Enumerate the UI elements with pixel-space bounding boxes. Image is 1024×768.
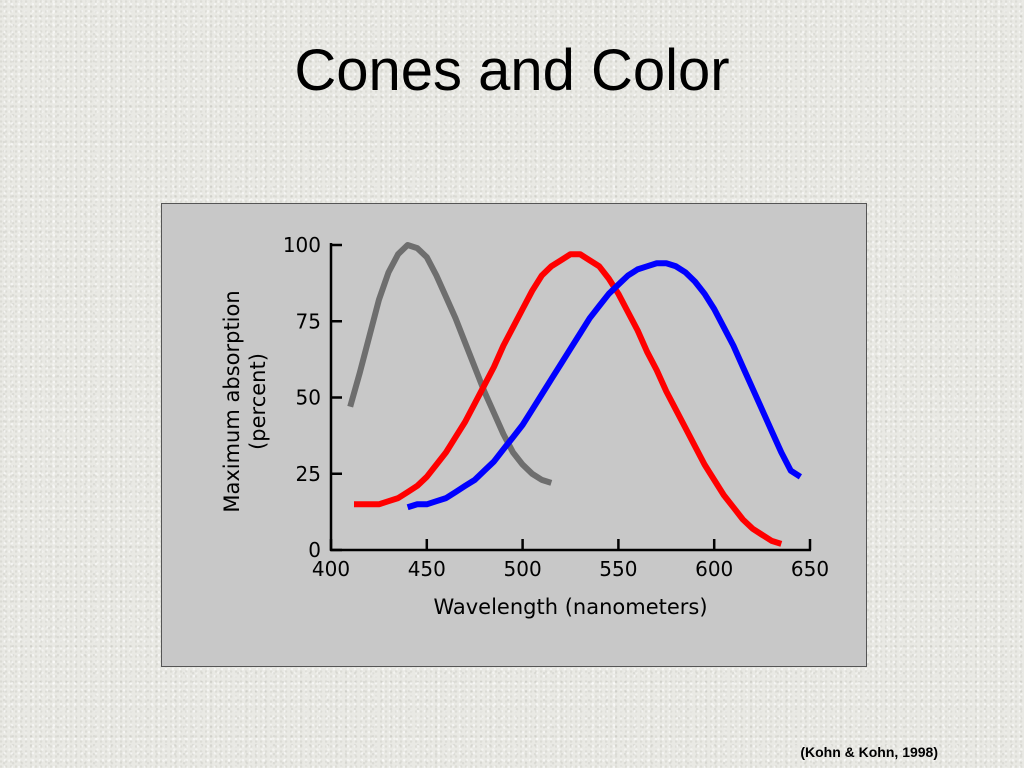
series-line-3 bbox=[406, 260, 803, 511]
absorption-chart: 0 25 50 75 100 400 450 500 550 600 650 Wavelength … bbox=[220, 233, 829, 619]
x-tick-label-600: 600 bbox=[695, 557, 733, 581]
x-tick-label-550: 550 bbox=[599, 557, 637, 581]
x-tick-label-450: 450 bbox=[408, 557, 446, 581]
y-tick-label-75: 75 bbox=[296, 309, 321, 333]
series-line-2 bbox=[354, 251, 783, 547]
y-axis-title-line-1: Maximum absorption bbox=[220, 290, 244, 512]
y-axis-title-line-2: (percent) bbox=[246, 353, 270, 450]
slide-title: Cones and Color bbox=[294, 38, 730, 103]
y-tick-label-25: 25 bbox=[296, 462, 321, 486]
y-tick-label-100: 100 bbox=[283, 233, 321, 257]
axes-layer bbox=[329, 243, 811, 552]
series-line-1 bbox=[347, 242, 553, 486]
x-tick-label-650: 650 bbox=[791, 557, 829, 581]
x-axis-title: Wavelength (nanometers) bbox=[433, 595, 707, 619]
x-tick-label-500: 500 bbox=[504, 557, 542, 581]
ticks-layer: 0 25 50 75 100 400 450 500 550 600 650 bbox=[283, 233, 829, 581]
chart-panel: 0 25 50 75 100 400 450 500 550 600 650 Wavelength … bbox=[161, 203, 867, 667]
series-layer bbox=[347, 242, 803, 547]
citation: (Kohn & Kohn, 1998) bbox=[800, 744, 938, 760]
y-tick-label-0: 0 bbox=[308, 538, 321, 562]
y-tick-label-50: 50 bbox=[296, 386, 321, 410]
x-tick-label-400: 400 bbox=[312, 557, 350, 581]
